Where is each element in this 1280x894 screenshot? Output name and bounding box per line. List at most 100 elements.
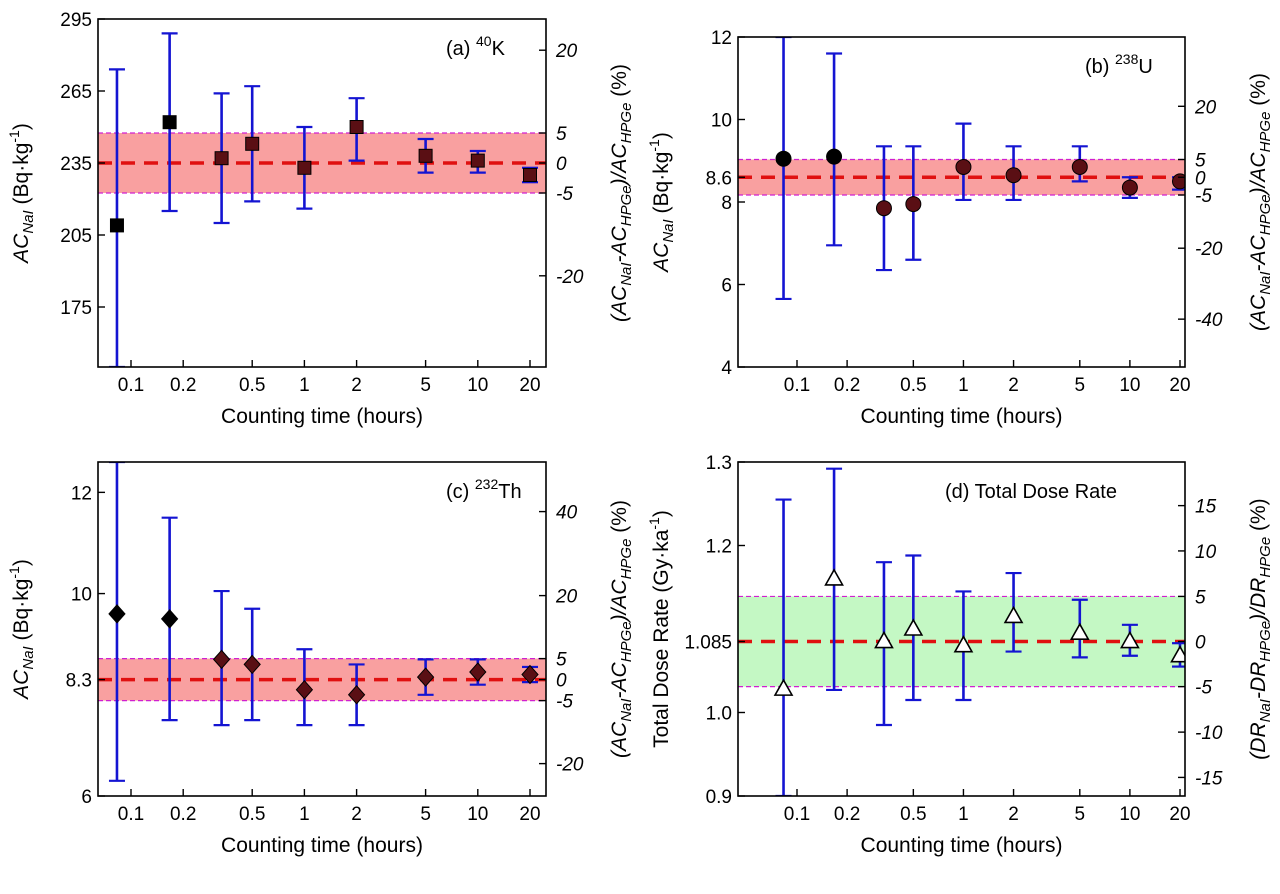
y-label-close: ) — [10, 123, 33, 130]
y-tick-label-4: 175 — [60, 298, 92, 319]
marker-circle-6 — [1071, 158, 1088, 175]
y-label-sup: -1 — [646, 517, 662, 530]
y-label-close: ) — [650, 510, 673, 517]
x-tick-label-6: 10 — [1119, 375, 1140, 396]
x-tick-label-3: 1 — [958, 804, 969, 825]
y2-label-part-3: HPGe — [1257, 621, 1274, 662]
y2-label-part-2: -DR — [1247, 662, 1270, 699]
y2-tick-label-3: -5 — [556, 184, 573, 205]
x-tick-label-6: 10 — [1119, 804, 1140, 825]
y-tick-label-4: 6 — [721, 276, 732, 297]
panel-annotation: (c) 232Th — [446, 476, 522, 503]
y2-label-part-6: (%) — [608, 500, 631, 539]
marker-circle-2 — [875, 200, 892, 217]
y2-tick-label-5: -20 — [556, 755, 584, 776]
panel-letter: (c) — [446, 481, 469, 503]
marker-circle-1 — [826, 148, 843, 165]
data-points — [108, 462, 539, 782]
marker-circle-0 — [775, 150, 792, 167]
x-tick-label-1: 0.2 — [170, 375, 196, 396]
marker-triangle-6 — [1069, 622, 1090, 640]
marker-square-1 — [162, 115, 177, 130]
y2-tick-label-1: 5 — [556, 124, 567, 145]
data-points — [108, 32, 538, 367]
y-axis-label: ACNaI (Bq·kg-1) — [646, 132, 677, 274]
x-tick-label-7: 20 — [519, 804, 540, 825]
y2-label-part-2: -AC — [1247, 234, 1270, 271]
marker-diamond-0 — [108, 604, 126, 624]
marker-diamond-6 — [416, 667, 435, 687]
y-tick-label-0: 12 — [711, 28, 732, 49]
isotope-mass: 232 — [475, 476, 499, 492]
x-tick-label-0: 0.1 — [784, 804, 810, 825]
y2-tick-label-4: -20 — [1195, 239, 1223, 260]
marker-square-2 — [214, 151, 229, 166]
y2-label-part-4: )/AC — [1247, 152, 1270, 198]
x-tick-label-6: 10 — [467, 804, 488, 825]
y2-tick-label-6: -15 — [1195, 768, 1223, 789]
y-label-base: AC — [650, 242, 673, 274]
x-tick-label-5: 5 — [420, 375, 431, 396]
y-tick-label-0: 295 — [60, 10, 92, 31]
y2-label-part-6: (%) — [1247, 73, 1270, 112]
y-label-sup: -1 — [646, 139, 662, 152]
isotope-symbol: U — [1138, 56, 1152, 78]
marker-diamond-1 — [160, 609, 179, 629]
y2-label-part-5: HPGe — [1257, 112, 1274, 153]
y2-label-part-3: HPGe — [618, 185, 635, 226]
y-tick-label-3: 205 — [60, 226, 92, 247]
panel-annotation: (d) Total Dose Rate — [945, 481, 1117, 503]
y2-tick-label-2: 5 — [1195, 587, 1206, 608]
x-tick-label-4: 2 — [351, 375, 362, 396]
x-axis-label: Counting time (hours) — [861, 834, 1063, 857]
x-tick-label-2: 0.5 — [900, 375, 926, 396]
x-tick-label-0: 0.1 — [118, 804, 144, 825]
y2-label-part-1: NaI — [618, 698, 635, 721]
y2-axis-label: (ACNaI-ACHPGe)/ACHPGe (%) — [1247, 73, 1274, 331]
marker-diamond-8 — [521, 664, 539, 685]
y2-label-part-3: HPGe — [618, 621, 635, 662]
y2-label-part-0: (AC — [608, 285, 631, 322]
y-label-base: AC — [10, 233, 33, 265]
data-points — [775, 37, 1185, 301]
marker-triangle-3 — [903, 618, 924, 636]
panel-annotation: (b) 238U — [1085, 51, 1153, 78]
panel-title: Total Dose Rate — [969, 481, 1117, 503]
x-tick-label-0: 0.1 — [118, 375, 144, 396]
marker-square-5 — [349, 120, 364, 134]
y2-label-part-0: (AC — [1247, 294, 1270, 331]
y2-tick-label-1: 20 — [555, 587, 578, 608]
marker-diamond-7 — [469, 662, 487, 682]
x-tick-label-4: 2 — [351, 804, 362, 825]
y-tick-label-0: 12 — [71, 483, 92, 504]
y-label-sub: NaI — [20, 210, 37, 233]
y-label-units: (Bq·kg — [10, 143, 33, 211]
y2-label-part-2: -AC — [608, 661, 631, 698]
y-tick-label-1: 265 — [60, 82, 92, 103]
marker-circle-5 — [1005, 167, 1022, 184]
marker-triangle-7 — [1120, 630, 1140, 649]
x-tick-label-2: 0.5 — [239, 804, 265, 825]
y2-tick-label-3: -5 — [1195, 186, 1212, 207]
y2-label-part-5: HPGe — [618, 103, 635, 144]
x-tick-label-3: 1 — [958, 375, 969, 396]
y-tick-label-4: 0.9 — [706, 787, 732, 808]
y2-label-part-2: -AC — [608, 225, 631, 262]
x-tick-label-1: 0.2 — [170, 804, 196, 825]
plot-frame — [737, 36, 1186, 368]
y2-label-part-3: HPGe — [1257, 194, 1274, 235]
y2-label-part-4: )/AC — [608, 579, 631, 625]
y2-label-part-0: (AC — [608, 721, 631, 758]
y2-tick-label-4: -5 — [1195, 678, 1212, 699]
isotope-symbol: Th — [498, 481, 521, 503]
marker-circle-3 — [905, 196, 922, 213]
y2-tick-label-1: 5 — [1195, 151, 1206, 172]
y-label-sup: -1 — [6, 566, 22, 579]
marker-square-4 — [297, 160, 312, 175]
y2-tick-label-4: -5 — [556, 692, 573, 713]
y2-tick-label-5: -10 — [1195, 723, 1223, 744]
y-label-sub: NaI — [660, 219, 677, 242]
